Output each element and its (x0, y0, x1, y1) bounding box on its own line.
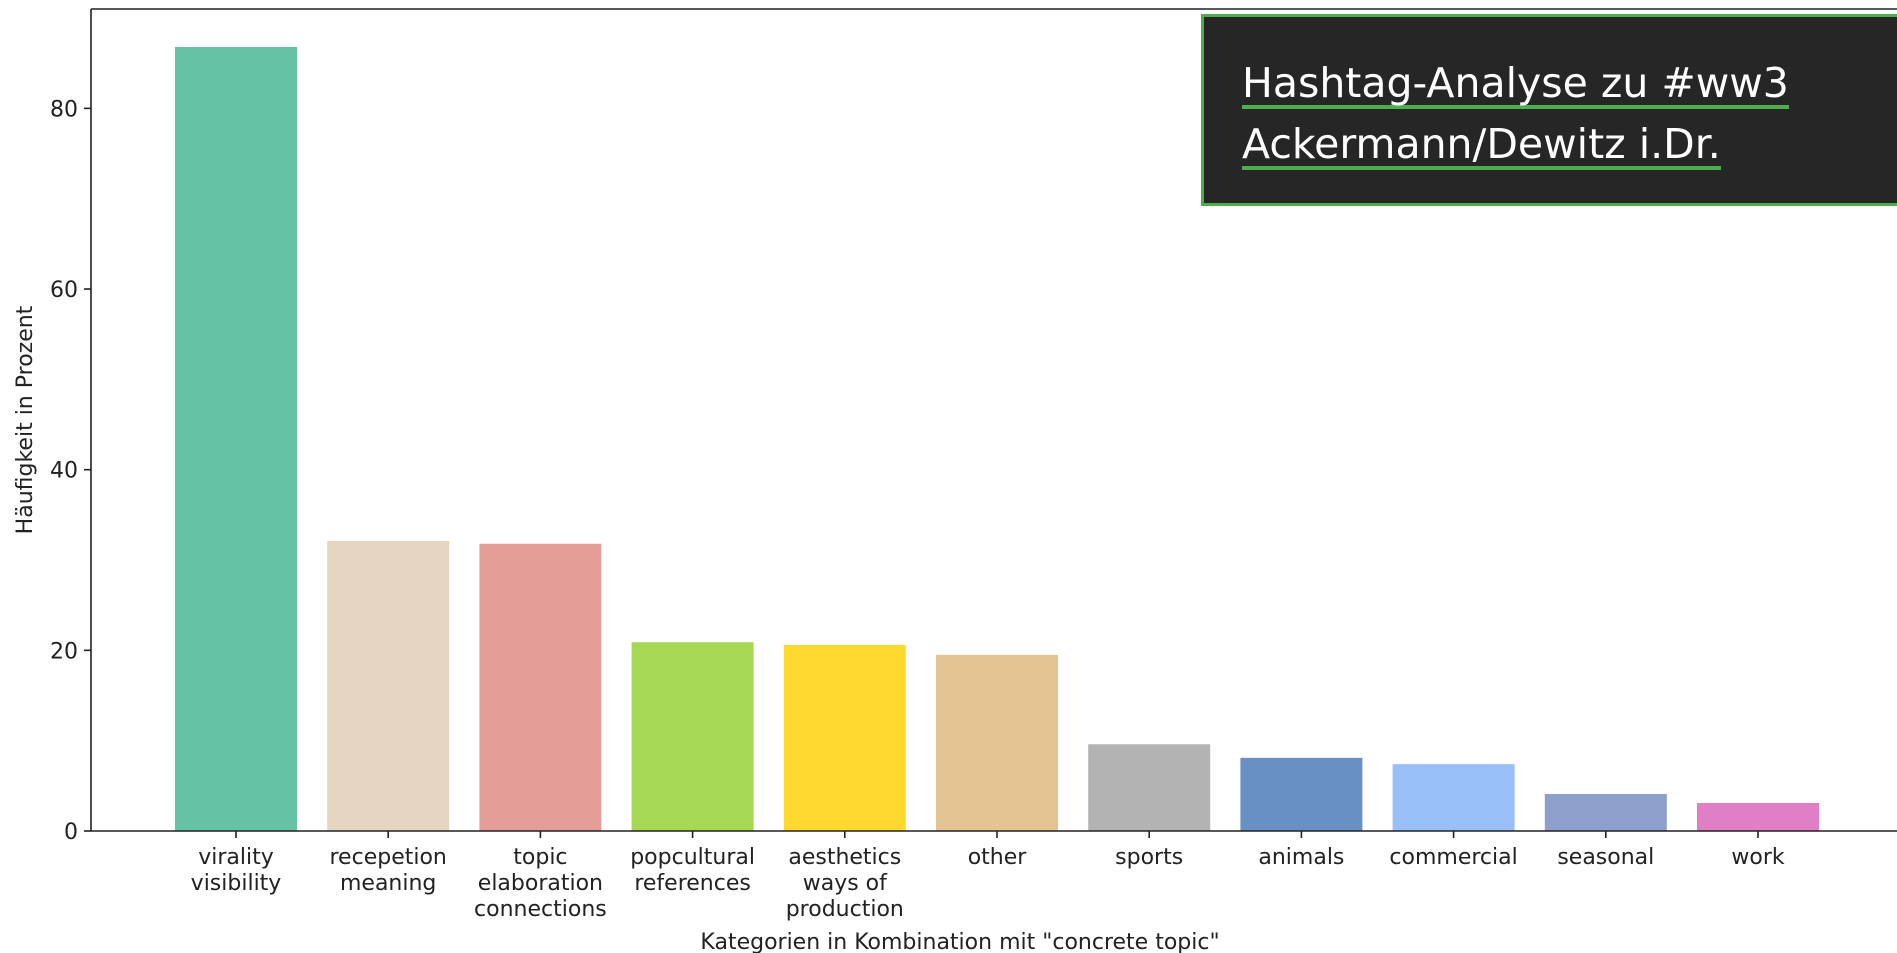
x-tick-label-line: recepetion (330, 845, 447, 870)
x-tick-labels: virality visibility recepetion meaning topic… (191, 845, 1785, 922)
axes-group (84, 8, 1897, 838)
x-tick-label: virality visibility (191, 845, 282, 896)
x-tick-label-line: aesthetics (788, 845, 901, 870)
x-tick-label-line: sports (1115, 845, 1183, 870)
x-tick-label-line: popcultural (630, 845, 755, 870)
banner-authors: Ackermann/Dewitz i.Dr. (1242, 122, 1721, 171)
y-tick-label: 20 (50, 639, 78, 664)
banner-title: Hashtag-Analyse zu #ww3 (1242, 61, 1789, 110)
x-tick-label: other (968, 845, 1028, 870)
bar (479, 543, 602, 831)
x-tick-label: work (1731, 845, 1784, 870)
x-tick-label-line: topic (513, 845, 567, 870)
x-tick-label: popcultural references (630, 845, 755, 896)
x-axis-label: Kategorien in Kombination mit "concrete … (700, 930, 1219, 953)
bar (327, 541, 450, 831)
x-tick-label: animals (1258, 845, 1344, 870)
watermark-banner: Hashtag-Analyse zu #ww3 Ackermann/Dewitz… (1201, 14, 1897, 206)
bar (175, 46, 297, 831)
x-tick-label-line: connections (474, 897, 607, 922)
y-tick-label: 60 (50, 278, 78, 303)
x-tick-label-line: other (968, 845, 1028, 870)
x-tick-label-line: animals (1258, 845, 1344, 870)
x-tick-label-line: work (1731, 845, 1784, 870)
x-tick-label: seasonal (1557, 845, 1654, 870)
x-tick-label-line: production (786, 897, 904, 922)
x-tick-label-line: elaboration (478, 871, 603, 896)
x-tick-label-line: meaning (340, 871, 436, 896)
x-tick-label-line: commercial (1389, 845, 1517, 870)
bar (783, 644, 906, 831)
x-tick-label: aesthetics ways of production (786, 845, 904, 922)
bar (1392, 764, 1515, 831)
y-axis-label: Häufigkeit in Prozent (13, 305, 38, 534)
x-tick-label-line: virality (198, 845, 274, 870)
bar (936, 654, 1058, 831)
x-tick-label-line: seasonal (1557, 845, 1654, 870)
x-tick-label-line: references (634, 871, 751, 896)
bar (1697, 802, 1819, 831)
x-tick-label: topic elaboration connections (474, 845, 607, 922)
y-tick-labels: 0 20 40 60 80 (50, 97, 78, 845)
x-tick-label-line: visibility (191, 871, 282, 896)
y-tick-label: 80 (50, 97, 78, 122)
x-tick-label-line: ways of (803, 871, 888, 896)
x-tick-label: commercial (1389, 845, 1517, 870)
bar (631, 642, 754, 831)
bar (1544, 793, 1667, 831)
bars-group (175, 46, 1819, 831)
y-tick-label: 40 (50, 459, 78, 484)
y-tick-label: 0 (64, 820, 78, 845)
bar (1088, 744, 1211, 831)
x-tick-label: recepetion meaning (330, 845, 447, 896)
x-tick-label: sports (1115, 845, 1183, 870)
bar (1240, 757, 1363, 831)
